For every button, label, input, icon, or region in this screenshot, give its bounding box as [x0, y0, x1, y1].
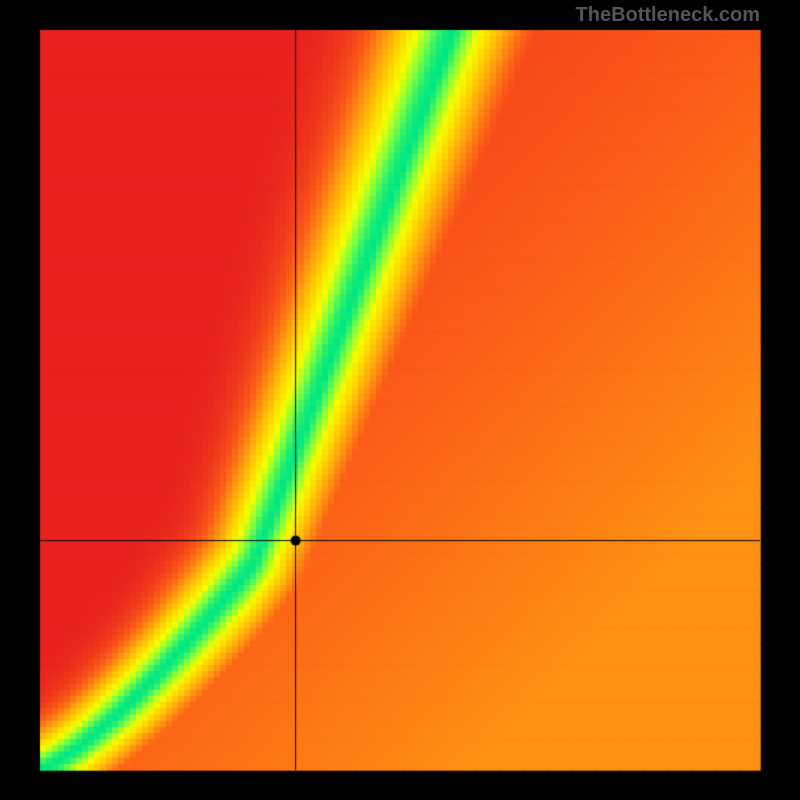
heatmap-canvas: [0, 0, 800, 800]
watermark-text: TheBottleneck.com: [576, 4, 760, 27]
chart-container: TheBottleneck.com: [0, 0, 800, 800]
